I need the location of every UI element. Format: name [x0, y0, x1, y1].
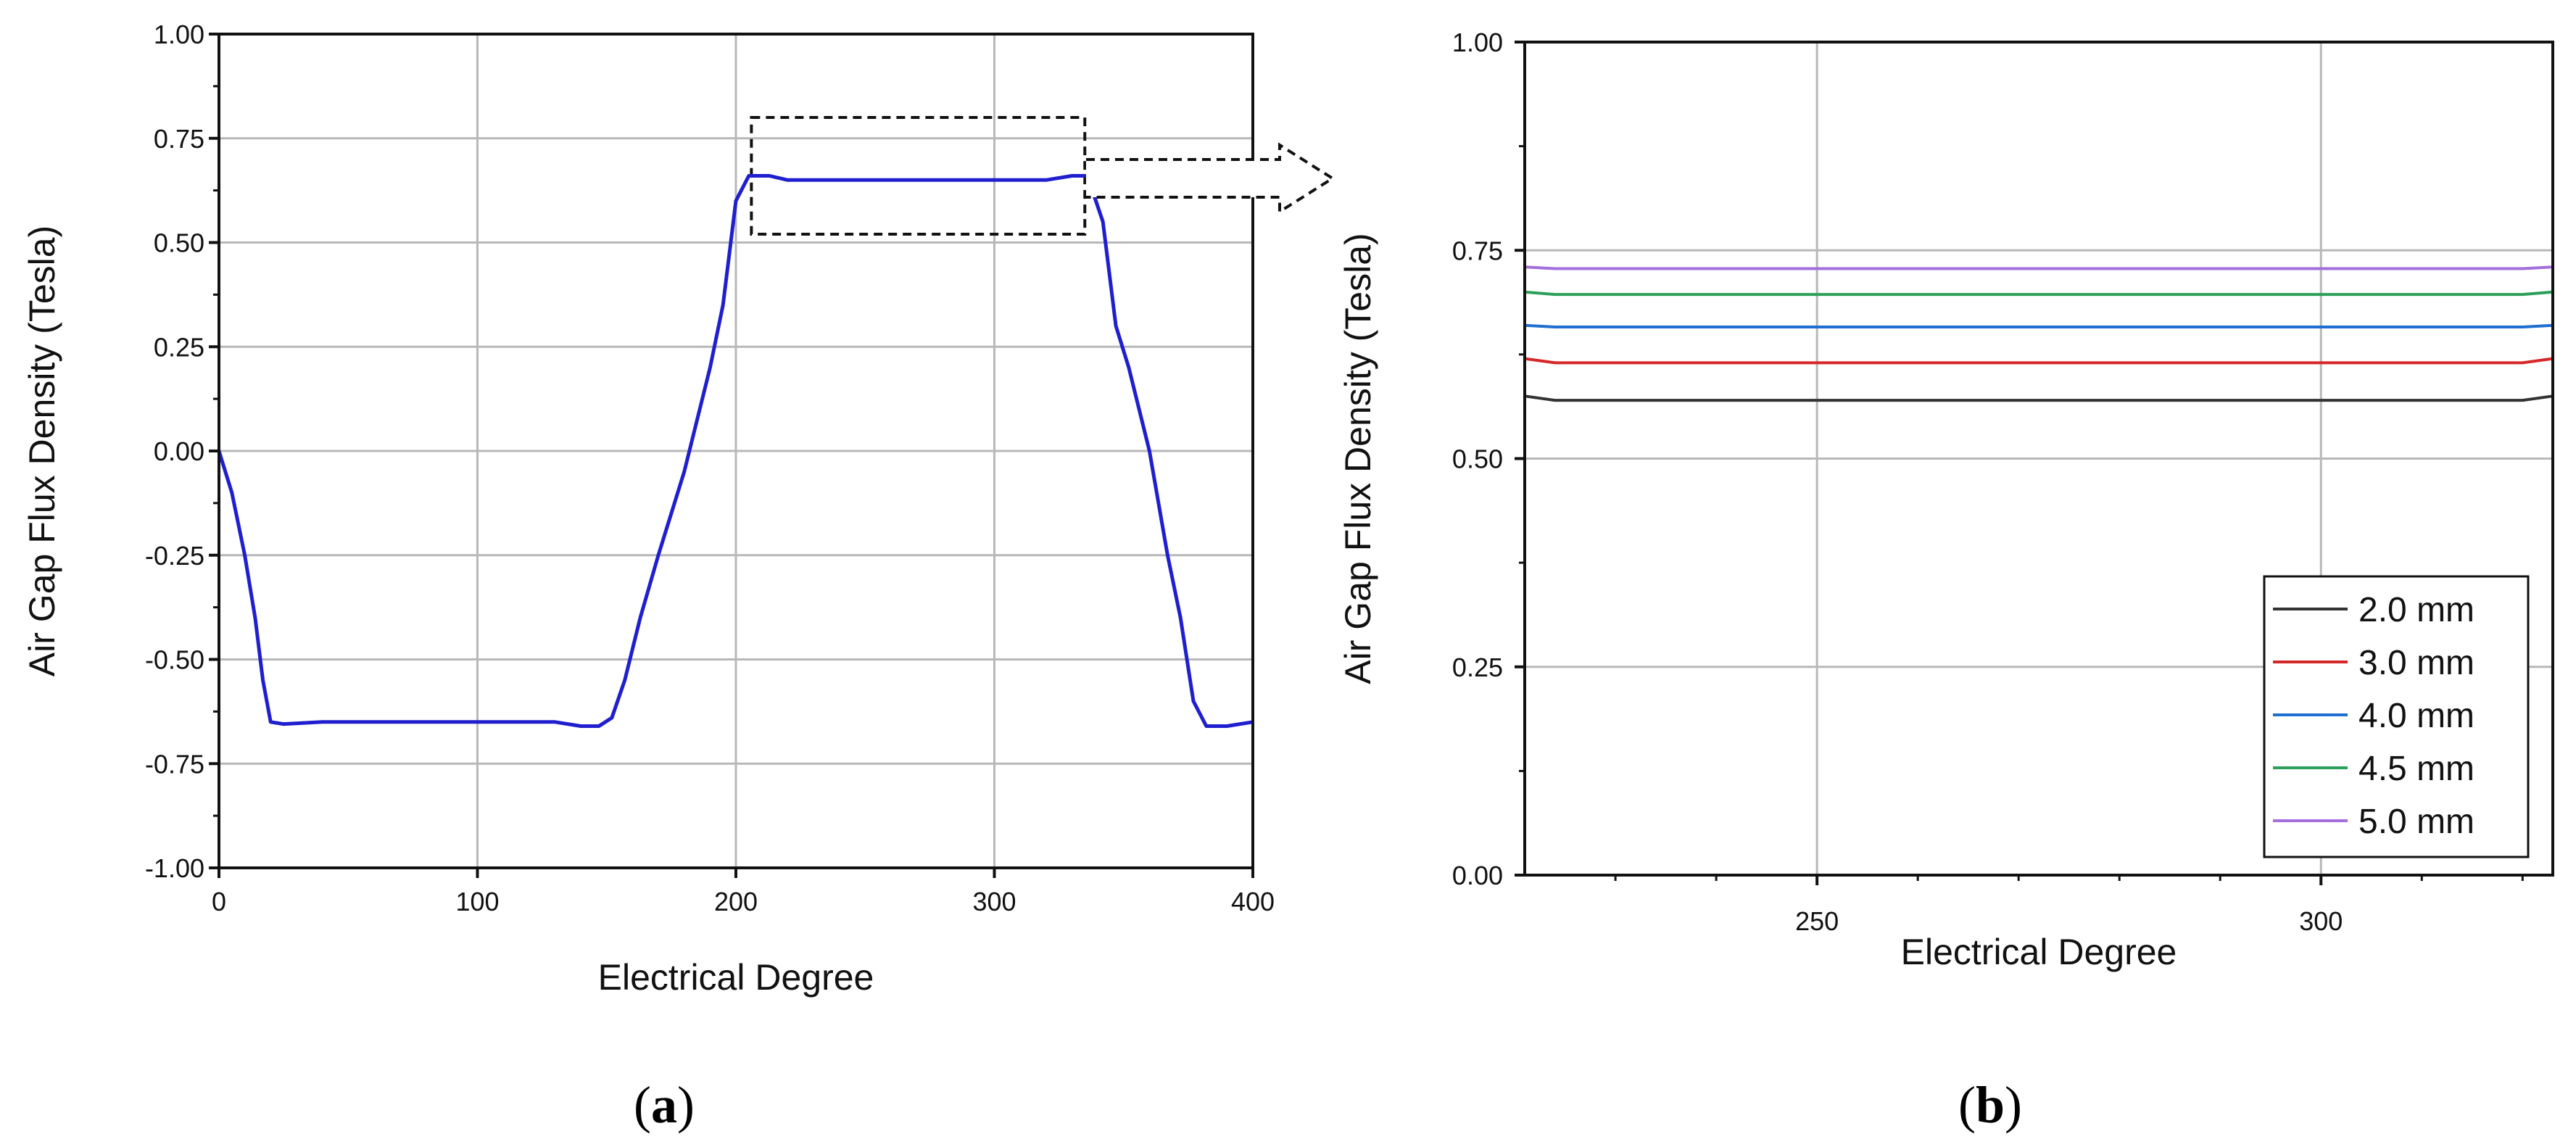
y-tick-label: 0.25 [154, 332, 204, 362]
x-tick-label: 300 [2299, 906, 2343, 936]
y-axis-title: Air Gap Flux Density (Tesla) [1338, 233, 1378, 684]
series-line-2.0mm [1524, 394, 2554, 402]
zoom-arrow [1086, 142, 1335, 215]
x-tick-label: 100 [455, 887, 499, 916]
x-axis-title: Electrical Degree [1901, 932, 2177, 972]
y-tick-label: -0.25 [145, 541, 204, 571]
y-tick-label: 1.00 [1452, 28, 1503, 57]
y-tick-label: 0.00 [154, 436, 204, 466]
panel-label-a: (a) [634, 1076, 695, 1134]
zoom-box [750, 116, 1087, 236]
legend: 2.0 mm 3.0 mm 4.0 mm 4.5 mm 5.0 mm [2263, 575, 2530, 858]
x-tick-label: 400 [1231, 887, 1275, 916]
y-tick-label: -0.75 [145, 749, 204, 779]
series-line-4.5mm [1524, 290, 2554, 297]
x-tick-label: 200 [714, 887, 758, 916]
legend-label: 4.0 mm [2358, 697, 2474, 735]
x-axis-title: Electrical Degree [598, 957, 874, 998]
panel-label-b: (b) [1958, 1076, 2022, 1134]
y-tick-label: 0.75 [154, 124, 204, 154]
y-tick-label: 0.25 [1452, 653, 1503, 682]
series-line-0 [217, 174, 1254, 728]
legend-label: 3.0 mm [2358, 644, 2474, 682]
chart-b: 250 300 0.00 0.25 0.50 0.75 1.00 Electrical Deg… [1338, 28, 2554, 972]
y-tick-label: 1.00 [154, 20, 204, 49]
x-tick-label: 0 [212, 887, 226, 916]
series-line-4.0mm [1524, 323, 2554, 328]
y-tick-label: 0.75 [1452, 236, 1503, 265]
x-tick-label: 300 [972, 887, 1016, 916]
y-axis-title: Air Gap Flux Density (Tesla) [22, 225, 62, 676]
y-tick-label: -0.50 [145, 645, 204, 675]
legend-label: 4.5 mm [2358, 750, 2474, 788]
x-tick-label: 250 [1795, 906, 1839, 936]
y-tick-label: 0.50 [154, 228, 204, 258]
series-line-3.0mm [1524, 357, 2554, 365]
legend-label: 2.0 mm [2358, 591, 2474, 629]
legend-label: 5.0 mm [2358, 803, 2474, 841]
y-tick-label: 0.50 [1452, 444, 1503, 474]
y-tick-label: 0.00 [1452, 861, 1503, 890]
legend-box [2263, 575, 2530, 858]
series-line-5.0mm [1524, 265, 2554, 270]
chart-a: 0 100 200 300 400 -1.00 -0.75 -0.50 -0.25 0.00 0.2… [22, 20, 1275, 998]
y-tick-label: -1.00 [145, 853, 204, 883]
